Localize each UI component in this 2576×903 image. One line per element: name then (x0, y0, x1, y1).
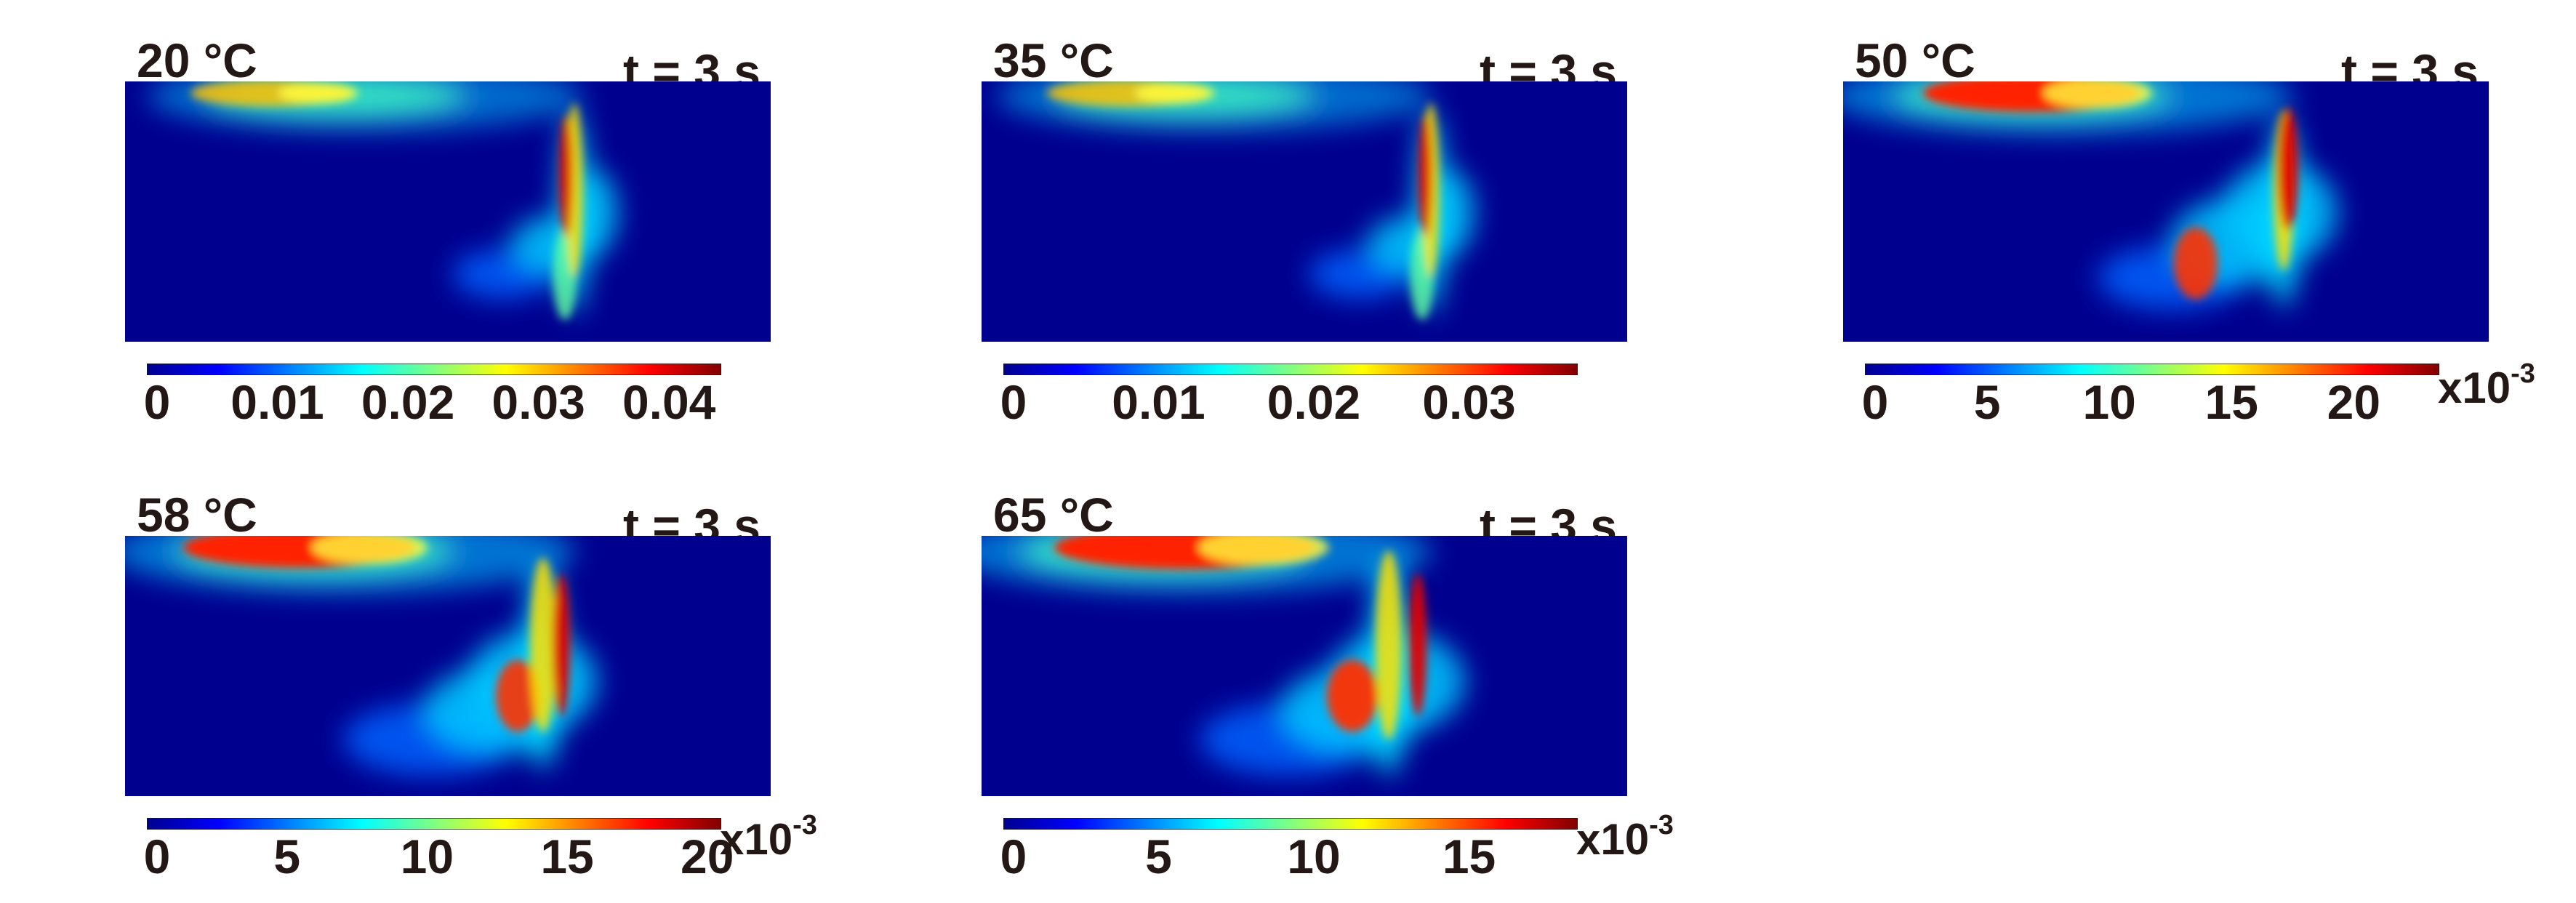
heatmap (982, 536, 1627, 796)
colorbar-gradient (147, 364, 721, 375)
colorbar-tick-label: 5 (273, 830, 301, 883)
panel-35c: 35 °C t = 3 s 0 0.01 0.02 0.03 (982, 36, 1709, 444)
heatmap-front-hotspot (496, 659, 539, 732)
colorbar-gradient (147, 818, 721, 830)
colorbar-ticks: 0 0.01 0.02 0.03 0.04 (143, 375, 721, 436)
colorbar-tick-label: 20 (2327, 375, 2381, 429)
heatmap-peak-spike (1409, 574, 1427, 716)
panel-50c: 50 °C t = 3 s 0 5 10 15 20 x10-3 (1843, 36, 2570, 444)
panel-temperature-label: 58 °C (137, 488, 257, 542)
colorbar-tick-label: 15 (540, 830, 594, 883)
panel-temperature-label: 35 °C (993, 33, 1114, 87)
heatmap (982, 81, 1627, 342)
colorbar-tick-label: 0.01 (1112, 375, 1205, 429)
colorbar-tick-label: 0 (1000, 375, 1027, 429)
heatmap-front-hotspot (1327, 659, 1378, 732)
panel-temperature-label: 20 °C (137, 33, 257, 87)
colorbar-tick-label: 0 (1000, 830, 1027, 883)
colorbar (147, 364, 721, 375)
colorbar-tick-label: 20 (681, 830, 734, 883)
heatmap-front-hotspot (2174, 227, 2218, 300)
panel-20c: 20 °C t = 3 s 0 0.01 0.02 0.03 0.04 (125, 36, 852, 444)
colorbar-multiplier: x10-3 (720, 810, 817, 864)
colorbar (1865, 364, 2439, 375)
colorbar-ticks: 0 5 10 15 20 (143, 830, 734, 891)
panel-temperature-label: 65 °C (993, 488, 1114, 542)
heatmap-tip-edge (1198, 536, 1329, 565)
colorbar-tick-label: 0.03 (1422, 375, 1516, 429)
colorbar-tick-label: 5 (1973, 375, 2001, 429)
colorbar-tick-label: 10 (1287, 830, 1341, 883)
heatmap-peak-spike (559, 115, 572, 237)
colorbar-multiplier: x10-3 (2438, 358, 2535, 412)
colorbar-multiplier: x10-3 (1576, 810, 1674, 864)
colorbar-tick-label: 10 (2082, 375, 2136, 429)
heatmap-vertical-band (1376, 550, 1402, 739)
heatmap-peak-spike (553, 574, 570, 716)
colorbar-tick-label: 0.03 (491, 375, 585, 429)
colorbar-ticks: 0 5 10 15 (1000, 830, 1578, 891)
colorbar-tick-label: 0.04 (622, 375, 716, 429)
colorbar-tick-label: 5 (1145, 830, 1172, 883)
colorbar (1003, 364, 1578, 375)
colorbar-ticks: 0 0.01 0.02 0.03 (1000, 375, 1578, 436)
colorbar-tick-label: 10 (400, 830, 454, 883)
heatmap-tip-edge (278, 82, 358, 104)
colorbar-gradient (1865, 364, 2439, 375)
colorbar-gradient (1003, 818, 1578, 830)
heatmap (125, 81, 771, 342)
colorbar-tick-label: 15 (1442, 830, 1496, 883)
heatmap (1843, 81, 2489, 342)
colorbar-tick-label: 0 (1861, 375, 1889, 429)
colorbar (147, 818, 721, 830)
colorbar-tick-label: 0.01 (230, 375, 324, 429)
heatmap-peak-spike (1419, 115, 1432, 237)
panel-temperature-label: 50 °C (1855, 33, 1975, 87)
panel-65c: 65 °C t = 3 s 0 5 10 15 x10-3 (982, 491, 1709, 898)
colorbar (1003, 818, 1578, 830)
colorbar-gradient (1003, 364, 1578, 375)
heatmap-vertical-band (530, 558, 556, 732)
panel-58c: 58 °C t = 3 s 0 5 10 15 20 x10-3 (125, 491, 852, 898)
colorbar-tick-label: 0 (143, 830, 171, 883)
colorbar-tick-label: 0.02 (361, 375, 455, 429)
colorbar-tick-label: 15 (2204, 375, 2258, 429)
heatmap-tip-edge (311, 536, 428, 564)
heatmap-tip-edge (1135, 82, 1215, 104)
heatmap-peak-spike (2278, 108, 2298, 230)
colorbar-tick-label: 0.02 (1267, 375, 1361, 429)
colorbar-tick-label: 0 (143, 375, 171, 429)
heatmap-tip-edge (2043, 81, 2152, 108)
colorbar-ticks: 0 5 10 15 20 (1861, 375, 2439, 436)
heatmap (125, 536, 771, 796)
